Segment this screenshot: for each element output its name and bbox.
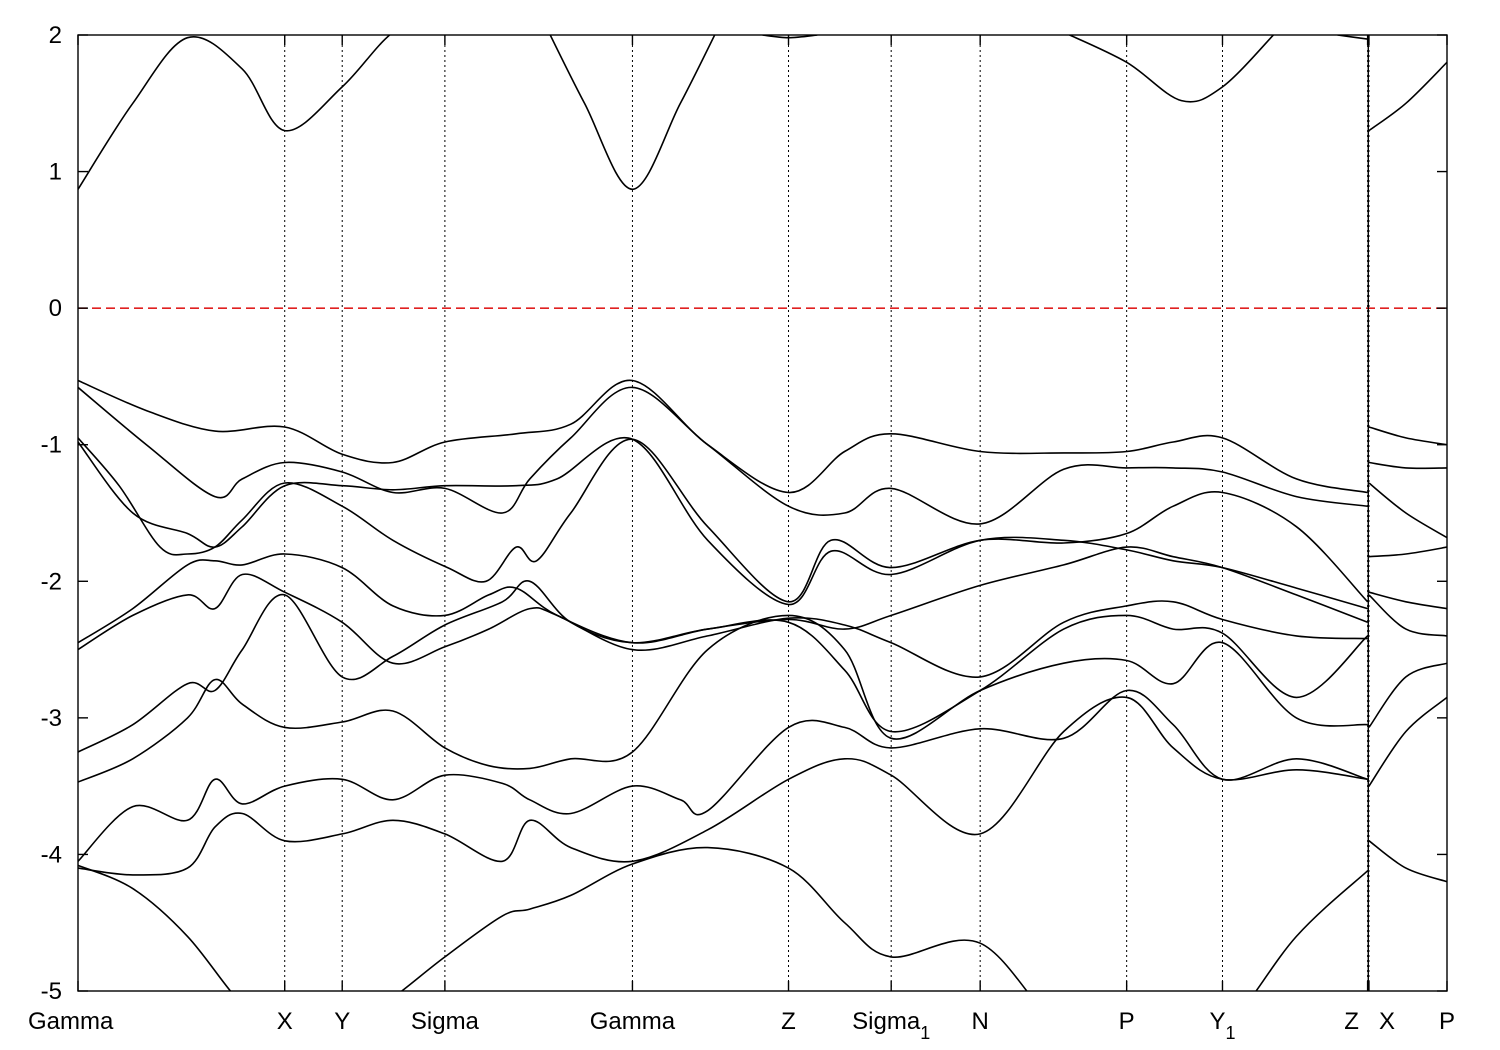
band-line	[1368, 594, 1447, 637]
x-axis-ticks: Gamma X Y Sigma Gamma Z Sigma1 N P Y1 Z X P	[28, 35, 1455, 1043]
y-tick-label: -1	[41, 432, 62, 459]
band-line	[1067, 35, 1275, 103]
band-line	[78, 696, 1368, 876]
y-axis-ticks: 2 1 0 -1 -2 -3 -4 -5	[41, 22, 1447, 1005]
band-line	[78, 35, 391, 190]
x-tick-label: N	[971, 1008, 988, 1035]
y-tick-label: -4	[41, 841, 62, 868]
x-tick-label: Z	[1344, 1008, 1359, 1035]
y-tick-label: -5	[41, 978, 62, 1005]
band-line	[78, 689, 1368, 862]
band-line	[1368, 662, 1447, 728]
y-tick-label: -2	[41, 568, 62, 595]
x-tick-label: Y1	[1209, 1008, 1235, 1043]
x-tick-label: P	[1439, 1008, 1455, 1035]
x-tick-label: X	[277, 1008, 293, 1035]
band-line	[78, 379, 1368, 494]
band-line	[78, 437, 1369, 603]
band-line	[549, 35, 716, 191]
band-line	[78, 573, 1368, 678]
band-line	[78, 386, 1368, 525]
band-line	[1368, 546, 1447, 558]
y-tick-label: 0	[49, 295, 62, 322]
high-symmetry-lines	[284, 35, 1370, 991]
band-line	[78, 580, 1369, 753]
x-tick-label: Gamma	[590, 1008, 676, 1035]
band-line	[78, 846, 1369, 991]
plot-frame	[77, 34, 1448, 992]
band-line	[1368, 426, 1447, 446]
band-line	[78, 614, 1368, 783]
band-line	[78, 436, 1368, 610]
y-tick-label: -3	[41, 705, 62, 732]
band-line	[1368, 591, 1447, 610]
band-line	[1368, 840, 1447, 883]
x-tick-label: Sigma1	[852, 1008, 930, 1043]
band-lines	[78, 35, 1447, 991]
x-tick-label: Z	[781, 1008, 796, 1035]
x-tick-label: Y	[334, 1008, 350, 1035]
x-tick-label: Gamma	[28, 1008, 114, 1035]
x-tick-label: X	[1379, 1008, 1395, 1035]
band-line	[1368, 461, 1447, 470]
band-line	[1368, 696, 1447, 787]
x-tick-label: P	[1119, 1008, 1135, 1035]
y-tick-label: 1	[49, 159, 62, 186]
x-tick-label: Sigma	[411, 1008, 480, 1035]
band-line	[1368, 61, 1447, 132]
band-line	[1368, 482, 1447, 539]
y-tick-label: 2	[49, 22, 62, 49]
